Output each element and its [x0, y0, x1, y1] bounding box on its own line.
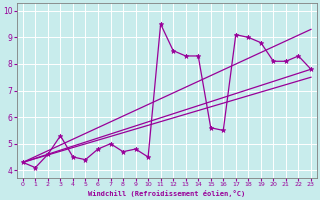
X-axis label: Windchill (Refroidissement éolien,°C): Windchill (Refroidissement éolien,°C) — [88, 190, 245, 197]
